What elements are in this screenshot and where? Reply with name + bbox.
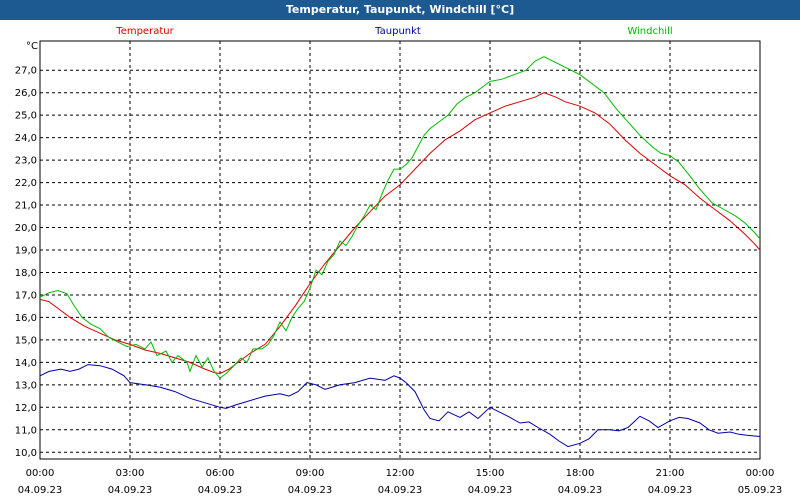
x-tick-time: 18:00 xyxy=(566,468,595,479)
x-tick-date: 04.09.23 xyxy=(468,485,513,496)
y-tick-label: 26,0 xyxy=(15,88,37,99)
y-axis-ticks: 10,0 11,0 12,0 13,0 14,0 15,0 16,0 17,0 18,0 19,0… xyxy=(15,66,37,459)
x-tick-time: 00:00 xyxy=(26,468,55,479)
y-tick-label: 27,0 xyxy=(15,66,37,77)
legend-taupunkt: Taupunkt xyxy=(374,26,421,37)
chart-area: 10,0 11,0 12,0 13,0 14,0 15,0 16,0 17,0 18,0 19,0… xyxy=(15,26,783,496)
y-tick-label: 24,0 xyxy=(15,133,37,144)
window-title: Temperatur, Taupunkt, Windchill [°C] xyxy=(285,3,515,16)
x-tick-date: 05.09.23 xyxy=(738,485,783,496)
y-tick-label: 19,0 xyxy=(15,246,37,257)
y-tick-label: 21,0 xyxy=(15,201,37,212)
y-tick-label: 12,0 xyxy=(15,403,37,414)
x-tick-time: 21:00 xyxy=(656,468,685,479)
y-tick-label: 25,0 xyxy=(15,111,37,122)
x-tick-date: 04.09.23 xyxy=(288,485,333,496)
y-tick-label: 18,0 xyxy=(15,268,37,279)
chart-title-bar: Temperatur, Taupunkt, Windchill [°C] xyxy=(0,0,800,20)
x-tick-time: 12:00 xyxy=(386,468,415,479)
y-axis-unit: °C xyxy=(26,41,38,52)
y-tick-label: 17,0 xyxy=(15,290,37,301)
y-tick-label: 13,0 xyxy=(15,380,37,391)
y-tick-label: 14,0 xyxy=(15,358,37,369)
y-tick-label: 11,0 xyxy=(15,425,37,436)
x-tick-date: 04.09.23 xyxy=(558,485,603,496)
x-tick-date: 04.09.23 xyxy=(378,485,423,496)
x-axis-ticks: 00:00 04.09.23 03:00 04.09.23 06:00 04.09.23 0… xyxy=(18,468,783,496)
series-line-taupunkt xyxy=(39,364,761,448)
x-tick-time: 03:00 xyxy=(116,468,145,479)
y-tick-label: 20,0 xyxy=(15,223,37,234)
series-line-windchill xyxy=(39,56,761,379)
y-tick-label: 23,0 xyxy=(15,156,37,167)
x-tick-date: 04.09.23 xyxy=(108,485,153,496)
x-tick-time: 09:00 xyxy=(296,468,325,479)
x-tick-date: 04.09.23 xyxy=(18,485,63,496)
x-tick-date: 04.09.23 xyxy=(648,485,693,496)
y-tick-label: 10,0 xyxy=(15,448,37,459)
legend-windchill: Windchill xyxy=(627,26,672,37)
y-tick-label: 22,0 xyxy=(15,178,37,189)
series-lines xyxy=(39,56,761,448)
grid-lines xyxy=(40,41,760,459)
x-tick-date: 04.09.23 xyxy=(198,485,243,496)
y-tick-label: 15,0 xyxy=(15,335,37,346)
x-tick-time: 15:00 xyxy=(476,468,505,479)
series-line-temperatur xyxy=(39,92,761,375)
x-tick-time: 00:00 xyxy=(746,468,775,479)
legend-temperatur: Temperatur xyxy=(115,26,174,37)
y-tick-label: 16,0 xyxy=(15,313,37,324)
x-tick-time: 06:00 xyxy=(206,468,235,479)
